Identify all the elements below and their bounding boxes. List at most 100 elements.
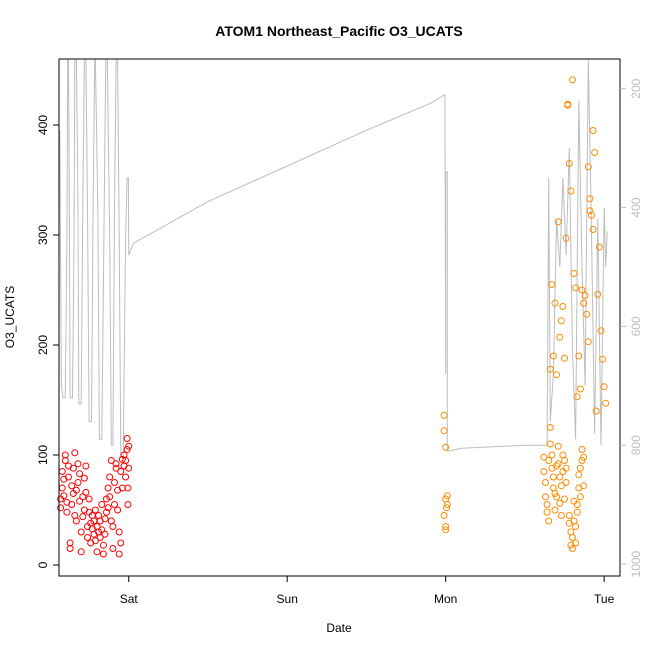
data-point (114, 506, 122, 514)
data-point (115, 550, 123, 558)
data-point (443, 492, 451, 500)
y-tick-label: 200 (36, 335, 50, 355)
data-point (99, 550, 107, 558)
data-point (551, 506, 559, 514)
data-point (586, 207, 594, 215)
data-point (569, 76, 576, 84)
data-point (594, 290, 602, 298)
data-point (72, 486, 80, 494)
data-point (74, 479, 82, 486)
data-point (58, 468, 66, 475)
data-point (589, 226, 597, 233)
data-point (591, 149, 599, 156)
x-axis: Sat Sun Mon Tue (120, 576, 615, 606)
y-tick-label: 300 (36, 225, 50, 245)
y2-tick-label: 800 (629, 435, 643, 455)
data-point (600, 383, 608, 391)
data-point (602, 399, 610, 407)
data-point (597, 327, 605, 335)
data-point (573, 501, 581, 508)
data-point (545, 457, 553, 464)
y2-tick-label: 200 (629, 78, 643, 98)
data-point (66, 545, 74, 552)
x-axis-label: Date (326, 621, 352, 635)
data-point (572, 539, 580, 547)
data-point (565, 160, 573, 167)
data-point (117, 539, 125, 547)
data-point (589, 127, 597, 134)
data-point (557, 317, 565, 325)
data-point (79, 513, 87, 521)
data-point (125, 464, 133, 472)
data-point (91, 506, 99, 514)
data-point (112, 460, 120, 468)
data-point (578, 457, 586, 464)
data-point (98, 501, 106, 508)
series-1 (57, 435, 133, 558)
data-point (545, 517, 553, 525)
data-point (551, 299, 559, 307)
data-point (101, 515, 109, 523)
data-point (117, 468, 125, 475)
data-point (561, 457, 568, 464)
data-point (104, 484, 112, 492)
data-point (118, 455, 126, 463)
data-point (572, 284, 580, 292)
data-point (442, 523, 450, 530)
data-point (575, 471, 583, 479)
data-point (576, 493, 584, 501)
data-point (549, 352, 557, 360)
data-point (546, 365, 554, 373)
data-point (76, 470, 84, 478)
chart-title: ATOM1 Northeast_Pacific O3_UCATS (215, 23, 462, 39)
data-point (553, 462, 561, 470)
data-point (573, 393, 581, 401)
data-point (559, 303, 567, 310)
data-point (77, 548, 85, 556)
data-point (572, 523, 580, 530)
data-point (595, 243, 603, 251)
data-point (111, 479, 118, 486)
data-point (123, 435, 131, 442)
x-tick-label: Tue (594, 592, 615, 606)
data-point (122, 457, 130, 464)
data-point (542, 479, 549, 486)
data-point (71, 449, 79, 457)
y-axis-label: O3_UCATS (3, 286, 17, 348)
data-point (543, 501, 551, 508)
data-point (74, 460, 82, 468)
data-point (122, 473, 130, 481)
data-point (443, 501, 451, 508)
data-point (561, 495, 568, 503)
plot-area (57, 58, 621, 577)
data-point (562, 464, 570, 472)
data-point (540, 453, 548, 461)
data-point (557, 512, 565, 519)
data-point (542, 493, 549, 501)
y-tick-label: 0 (36, 561, 50, 568)
data-point (551, 490, 559, 497)
data-point (68, 482, 76, 490)
data-point (580, 482, 588, 490)
data-point (58, 484, 66, 492)
data-point (569, 545, 576, 552)
y2-tick-label: 1000 (629, 550, 643, 577)
data-point (554, 218, 562, 226)
y-tick-label: 100 (36, 445, 50, 465)
data-point (554, 460, 562, 468)
data-point (564, 100, 572, 108)
data-point (104, 504, 112, 512)
data-point (63, 508, 71, 516)
data-point (442, 526, 450, 534)
data-point (578, 286, 586, 294)
data-point (573, 508, 581, 516)
data-point (562, 234, 570, 242)
data-point (562, 479, 570, 486)
data-point (68, 501, 76, 508)
data-point (112, 464, 120, 472)
data-point (65, 473, 72, 481)
data-point (72, 517, 80, 525)
data-point (556, 473, 564, 481)
data-point (77, 528, 85, 536)
